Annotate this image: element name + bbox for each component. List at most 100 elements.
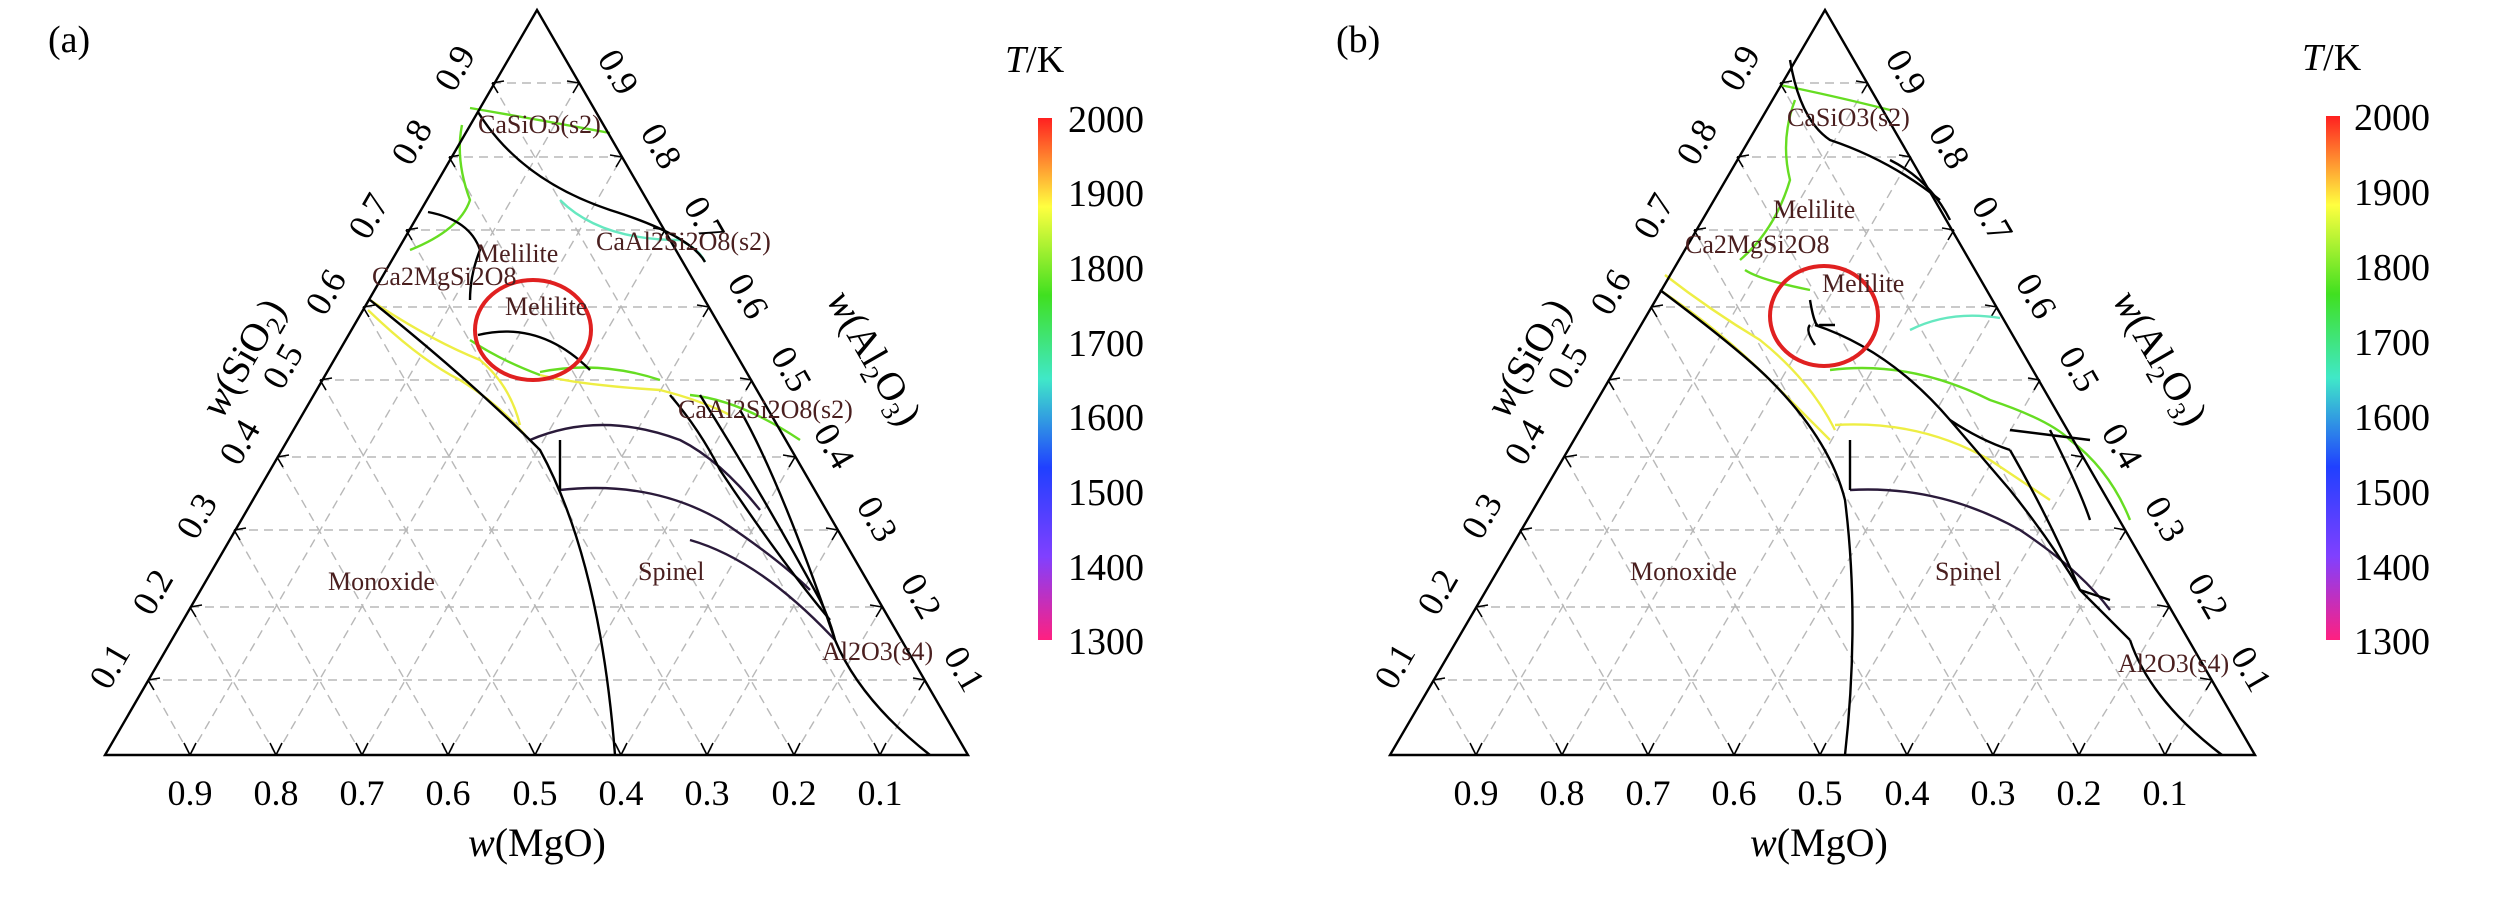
colorbar-tick-labels: 2000 1900 1800 1700 1600 1500 1400 1300: [1068, 99, 1144, 663]
tick-label: 0.6: [297, 263, 354, 322]
colorbar-tick-label: 1800: [2354, 247, 2430, 289]
panel-b-triangle-frame: [1387, 7, 2258, 757]
tick-label: 0.8: [1921, 117, 1978, 176]
panel-a-region-akermanite: Ca2MgSi2O8: [372, 262, 516, 291]
tick-label: 0.7: [340, 187, 397, 246]
tick-label: 0.1: [81, 637, 138, 696]
tick-label: 0.7: [1626, 773, 1671, 813]
panel-a-isotherms: [367, 106, 836, 641]
tick-label: 0.7: [1625, 187, 1682, 246]
colorbar-tick-label: 1400: [2354, 547, 2430, 589]
panel-a-right-tick-labels: 0.9 0.8 0.7 0.6 0.5 0.4 0.3 0.2 0.1: [590, 43, 993, 699]
tick-label: 0.9: [1711, 39, 1768, 98]
panel-b-region-monoxide: Monoxide: [1630, 557, 1737, 586]
panel-b-region-melilite-top: Melilite: [1773, 195, 1855, 224]
colorbar-tick-labels: 2000 1900 1800 1700 1600 1500 1400 1300: [2354, 97, 2430, 663]
tick-label: 0.9: [1454, 773, 1499, 813]
panel-a-region-anorthite-top: CaAl2Si2O8(s2): [596, 227, 771, 256]
tick-label: 0.8: [633, 117, 690, 176]
panel-b-region-akermanite: Ca2MgSi2O8: [1685, 230, 1829, 259]
tick-label: 0.4: [599, 773, 644, 813]
tick-label: 0.9: [1878, 43, 1935, 102]
tick-label: 0.3: [685, 773, 730, 813]
panel-b-label: (b): [1336, 19, 1380, 61]
tick-label: 0.3: [168, 487, 225, 546]
tick-label: 0.5: [763, 340, 820, 399]
panel-b-region-spinel: Spinel: [1935, 557, 2001, 586]
panel-b-region-casio3: CaSiO3(s2): [1787, 103, 1910, 132]
colorbar-tick-label: 1900: [1068, 173, 1144, 215]
tick-label: 0.6: [1582, 263, 1639, 322]
tick-label: 0.6: [2008, 267, 2065, 326]
tick-label: 0.4: [211, 413, 268, 472]
panel-a-region-melilite-circle: Melilite: [505, 292, 587, 321]
tick-label: 0.9: [168, 773, 213, 813]
tick-label: 0.6: [426, 773, 471, 813]
panel-a-region-monoxide: Monoxide: [328, 567, 435, 596]
panel-b-right-axis-title: w(Al2O3): [2100, 282, 2217, 435]
panel-b-boundaries: [1659, 59, 2223, 756]
tick-label: 0.4: [1496, 413, 1553, 472]
panel-a-region-anorthite-mid: CaAl2Si2O8(s2): [678, 395, 853, 424]
panel-b-bottom-tick-labels: 0.9 0.8 0.7 0.6 0.5 0.4 0.3 0.2 0.1: [1454, 773, 2188, 813]
panel-a-tick-marks: [147, 80, 926, 756]
colorbar-gradient: [2326, 116, 2340, 640]
tick-label: 0.8: [383, 113, 440, 172]
colorbar-tick-label: 1600: [2354, 397, 2430, 439]
tick-label: 0.3: [2137, 490, 2194, 549]
tick-label: 0.8: [1540, 773, 1585, 813]
colorbar-gradient: [1038, 118, 1052, 640]
colorbar-tick-label: 1500: [2354, 472, 2430, 514]
panel-a-colorbar: T/K 2000 1900 1800 1700 1600 1500 1400 1…: [1005, 39, 1144, 663]
panel-a-region-casio3: CaSiO3(s2): [478, 110, 601, 139]
panel-b-tick-marks: [1432, 80, 2213, 756]
tick-label: 0.7: [340, 773, 385, 813]
colorbar-tick-label: 1800: [1068, 248, 1144, 290]
tick-label: 0.1: [2223, 640, 2280, 699]
tick-label: 0.6: [720, 267, 777, 326]
tick-label: 0.5: [1798, 773, 1843, 813]
tick-label: 0.4: [2094, 417, 2151, 476]
tick-label: 0.5: [2051, 340, 2108, 399]
panel-a-label: (a): [48, 19, 90, 61]
tick-label: 0.3: [849, 490, 906, 549]
colorbar-tick-label: 1600: [1068, 397, 1144, 439]
panel-a: (a): [48, 7, 1144, 865]
tick-label: 0.7: [1964, 190, 2021, 249]
tick-label: 0.2: [1409, 563, 1466, 622]
colorbar-tick-label: 1300: [1068, 621, 1144, 663]
tick-label: 0.9: [590, 43, 647, 102]
colorbar-tick-label: 1700: [1068, 323, 1144, 365]
panel-a-bottom-tick-labels: 0.9 0.8 0.7 0.6 0.5 0.4 0.3 0.2 0.1: [168, 773, 903, 813]
colorbar-tick-label: 1500: [1068, 472, 1144, 514]
tick-label: 0.5: [513, 773, 558, 813]
panel-b: (b): [1336, 7, 2430, 865]
colorbar-tick-label: 1900: [2354, 172, 2430, 214]
panel-b-region-melilite-circle: Melilite: [1822, 269, 1904, 298]
tick-label: 0.2: [2057, 773, 2102, 813]
colorbar-tick-label: 1300: [2354, 621, 2430, 663]
tick-label: 0.4: [1885, 773, 1930, 813]
tick-label: 0.1: [858, 773, 903, 813]
tick-label: 0.2: [772, 773, 817, 813]
tick-label: 0.3: [1971, 773, 2016, 813]
panel-a-region-al2o3: Al2O3(s4): [822, 637, 933, 666]
tick-label: 0.2: [2180, 567, 2237, 626]
panel-b-region-al2o3: Al2O3(s4): [2118, 649, 2229, 678]
tick-label: 0.2: [124, 563, 181, 622]
colorbar-title: T/K: [1005, 39, 1065, 81]
panel-a-triangle-frame: [102, 7, 971, 757]
panel-a-region-spinel: Spinel: [638, 557, 704, 586]
panel-b-highlight-circle: [1768, 264, 1880, 368]
tick-label: 0.1: [936, 640, 993, 699]
tick-label: 0.9: [426, 39, 483, 98]
tick-label: 0.8: [1668, 113, 1725, 172]
panel-a-region-melilite-top: Melilite: [476, 239, 558, 268]
panel-b-right-tick-labels: 0.9 0.8 0.7 0.6 0.5 0.4 0.3 0.2 0.1: [1878, 43, 2280, 699]
colorbar-tick-label: 2000: [2354, 97, 2430, 139]
tick-label: 0.6: [1712, 773, 1757, 813]
colorbar-tick-label: 1400: [1068, 547, 1144, 589]
colorbar-title: T/K: [2302, 37, 2362, 79]
tick-label: 0.1: [1366, 637, 1423, 696]
